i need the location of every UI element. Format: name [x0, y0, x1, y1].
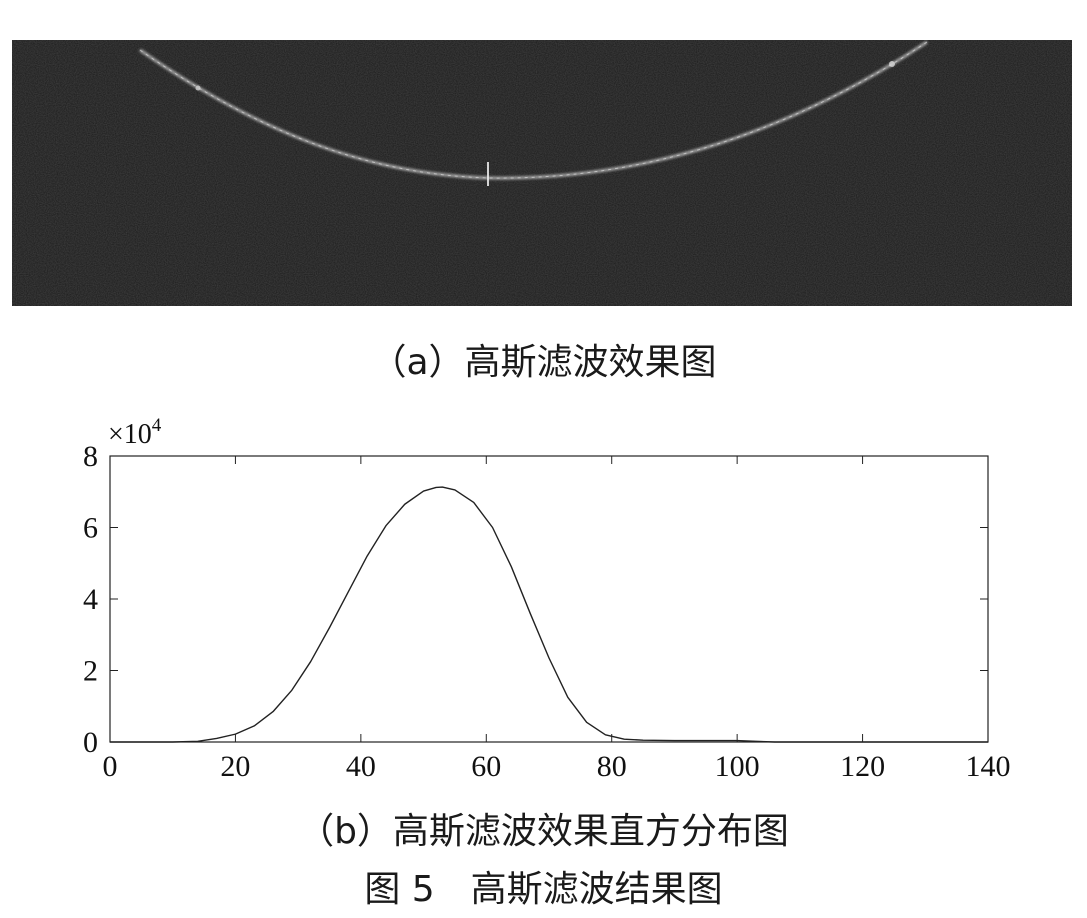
y-multiplier-exponent: 4 — [152, 415, 162, 436]
gaussian-filtered-image — [12, 40, 1072, 306]
y-tick-label: 0 — [83, 726, 98, 759]
histogram-series-line — [110, 486, 988, 743]
x-tick-label: 60 — [471, 750, 501, 783]
y-tick-label: 2 — [83, 655, 98, 688]
x-tick-label: 100 — [715, 750, 760, 783]
x-tick-label: 120 — [840, 750, 885, 783]
y-tick-label: 8 — [83, 440, 98, 473]
x-tick-label: 0 — [103, 750, 118, 783]
figure-caption: 图 5 高斯滤波结果图 — [364, 869, 723, 910]
panel-b-caption: （b）高斯滤波效果直方分布图 — [298, 811, 789, 852]
x-tick-label: 80 — [597, 750, 627, 783]
histogram-chart: ×104 0 20 40 60 80 100 120 140 0 2 4 6 8 — [0, 410, 1087, 800]
panel-a-caption: （a）高斯滤波效果图 — [370, 342, 717, 383]
plot-frame — [109, 455, 989, 743]
x-tick-label: 140 — [966, 750, 1011, 783]
x-tick-label: 20 — [220, 750, 250, 783]
ultrasound-arc-image-icon — [12, 40, 1072, 306]
y-multiplier-base: ×10 — [108, 419, 152, 450]
y-tick-label: 4 — [83, 583, 98, 616]
y-multiplier-label: ×104 — [108, 415, 162, 450]
y-tick-label: 6 — [83, 512, 98, 545]
x-tick-label: 40 — [346, 750, 376, 783]
